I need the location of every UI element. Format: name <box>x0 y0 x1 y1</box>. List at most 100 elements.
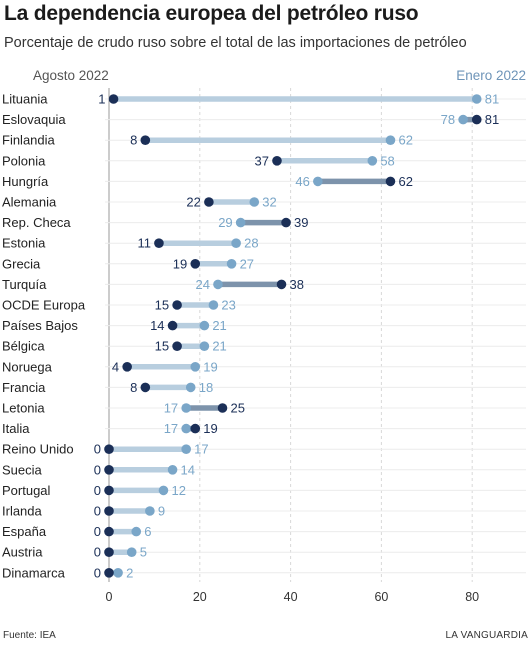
jan-marker <box>313 176 323 187</box>
aug-marker <box>172 341 182 352</box>
jan-marker <box>199 341 210 352</box>
country-label: Hungría <box>2 174 49 189</box>
aug-marker <box>190 423 201 434</box>
aug-value-label: 8 <box>130 133 137 148</box>
jan-value-label: 12 <box>171 483 185 498</box>
aug-value-label: 38 <box>290 277 304 292</box>
jan-value-label: 6 <box>144 524 151 539</box>
aug-value-label: 1 <box>98 92 105 107</box>
aug-marker <box>190 259 201 269</box>
jan-marker <box>471 94 482 104</box>
jan-marker <box>181 403 191 413</box>
aug-marker <box>281 217 291 228</box>
aug-marker <box>104 568 114 578</box>
x-tick-label: 60 <box>374 590 388 604</box>
jan-value-label: 29 <box>218 215 232 230</box>
chart-title: La dependencia europea del petróleo ruso <box>4 2 419 25</box>
jan-value-label: 9 <box>158 504 165 519</box>
jan-value-label: 17 <box>164 421 178 436</box>
aug-value-label: 39 <box>294 215 308 230</box>
brand-name: LA VANGUARDIA <box>445 630 528 641</box>
x-tick-label: 20 <box>193 590 207 604</box>
country-label: Rep. Checa <box>2 215 71 230</box>
jan-marker <box>213 279 223 290</box>
aug-marker <box>108 94 119 104</box>
aug-marker <box>104 444 114 455</box>
chart-subtitle: Porcentaje de crudo ruso sobre el total … <box>4 35 467 51</box>
jan-marker <box>131 526 142 537</box>
country-label: Reino Unido <box>2 442 74 457</box>
country-label: Grecia <box>2 256 41 271</box>
jan-marker <box>458 114 468 125</box>
jan-marker <box>367 156 378 166</box>
jan-value-label: 28 <box>244 236 258 251</box>
jan-value-label: 81 <box>485 92 499 107</box>
aug-value-label: 19 <box>173 256 187 271</box>
jan-value-label: 46 <box>295 174 309 189</box>
aug-value-label: 0 <box>94 545 101 560</box>
jan-value-label: 27 <box>240 256 254 271</box>
aug-marker <box>217 403 228 413</box>
aug-marker <box>122 362 132 372</box>
jan-marker <box>385 135 396 145</box>
jan-value-label: 21 <box>212 339 226 354</box>
aug-marker <box>104 526 114 537</box>
jan-marker <box>181 444 191 455</box>
aug-value-label: 81 <box>485 112 499 127</box>
jan-marker <box>231 238 241 248</box>
jan-marker <box>181 423 191 434</box>
aug-marker <box>104 465 114 475</box>
jan-value-label: 62 <box>398 133 412 148</box>
country-label: Alemania <box>2 195 57 210</box>
jan-value-label: 2 <box>126 565 133 580</box>
jan-value-label: 18 <box>199 380 213 395</box>
country-label: Austria <box>2 545 43 560</box>
x-tick-label: 40 <box>284 590 298 604</box>
jan-value-label: 32 <box>262 195 276 210</box>
country-label: Estonia <box>2 236 46 251</box>
series-label-aug: Agosto 2022 <box>33 68 109 83</box>
jan-value-label: 78 <box>441 112 455 127</box>
jan-marker <box>249 197 260 207</box>
jan-value-label: 5 <box>140 545 147 560</box>
series-label-jan: Enero 2022 <box>456 68 526 83</box>
aug-marker <box>104 547 114 557</box>
country-label: España <box>2 524 47 539</box>
country-label: Bélgica <box>2 339 45 354</box>
country-label: Francia <box>2 380 46 395</box>
jan-value-label: 21 <box>212 318 226 333</box>
country-label: Italia <box>2 421 30 436</box>
country-label: Suecia <box>2 462 43 477</box>
country-label: Letonia <box>2 401 45 416</box>
aug-value-label: 8 <box>130 380 137 395</box>
jan-value-label: 58 <box>380 153 394 168</box>
country-label: Turquía <box>2 277 47 292</box>
aug-value-label: 4 <box>112 359 119 374</box>
country-label: Polonia <box>2 153 46 168</box>
country-label: Finlandia <box>2 133 56 148</box>
jan-marker <box>145 506 155 516</box>
aug-marker <box>204 197 214 207</box>
aug-value-label: 22 <box>186 195 200 210</box>
country-label: Noruega <box>2 359 53 374</box>
country-label: Países Bajos <box>2 318 78 333</box>
aug-marker <box>385 176 396 187</box>
aug-marker <box>471 114 482 125</box>
aug-value-label: 0 <box>94 442 101 457</box>
country-label: Irlanda <box>2 504 43 519</box>
aug-value-label: 0 <box>94 504 101 519</box>
jan-marker <box>113 568 123 578</box>
country-label: Portugal <box>2 483 51 498</box>
country-label: Lituania <box>2 92 48 107</box>
country-label: OCDE Europa <box>2 298 86 313</box>
aug-value-label: 37 <box>255 153 269 168</box>
jan-value-label: 14 <box>181 462 195 477</box>
jan-value-label: 17 <box>194 442 208 457</box>
jan-value-label: 24 <box>195 277 209 292</box>
country-label: Eslovaquia <box>2 112 66 127</box>
jan-value-label: 17 <box>164 401 178 416</box>
aug-value-label: 0 <box>94 524 101 539</box>
country-label: Dinamarca <box>2 565 66 580</box>
jan-value-label: 23 <box>221 298 235 313</box>
